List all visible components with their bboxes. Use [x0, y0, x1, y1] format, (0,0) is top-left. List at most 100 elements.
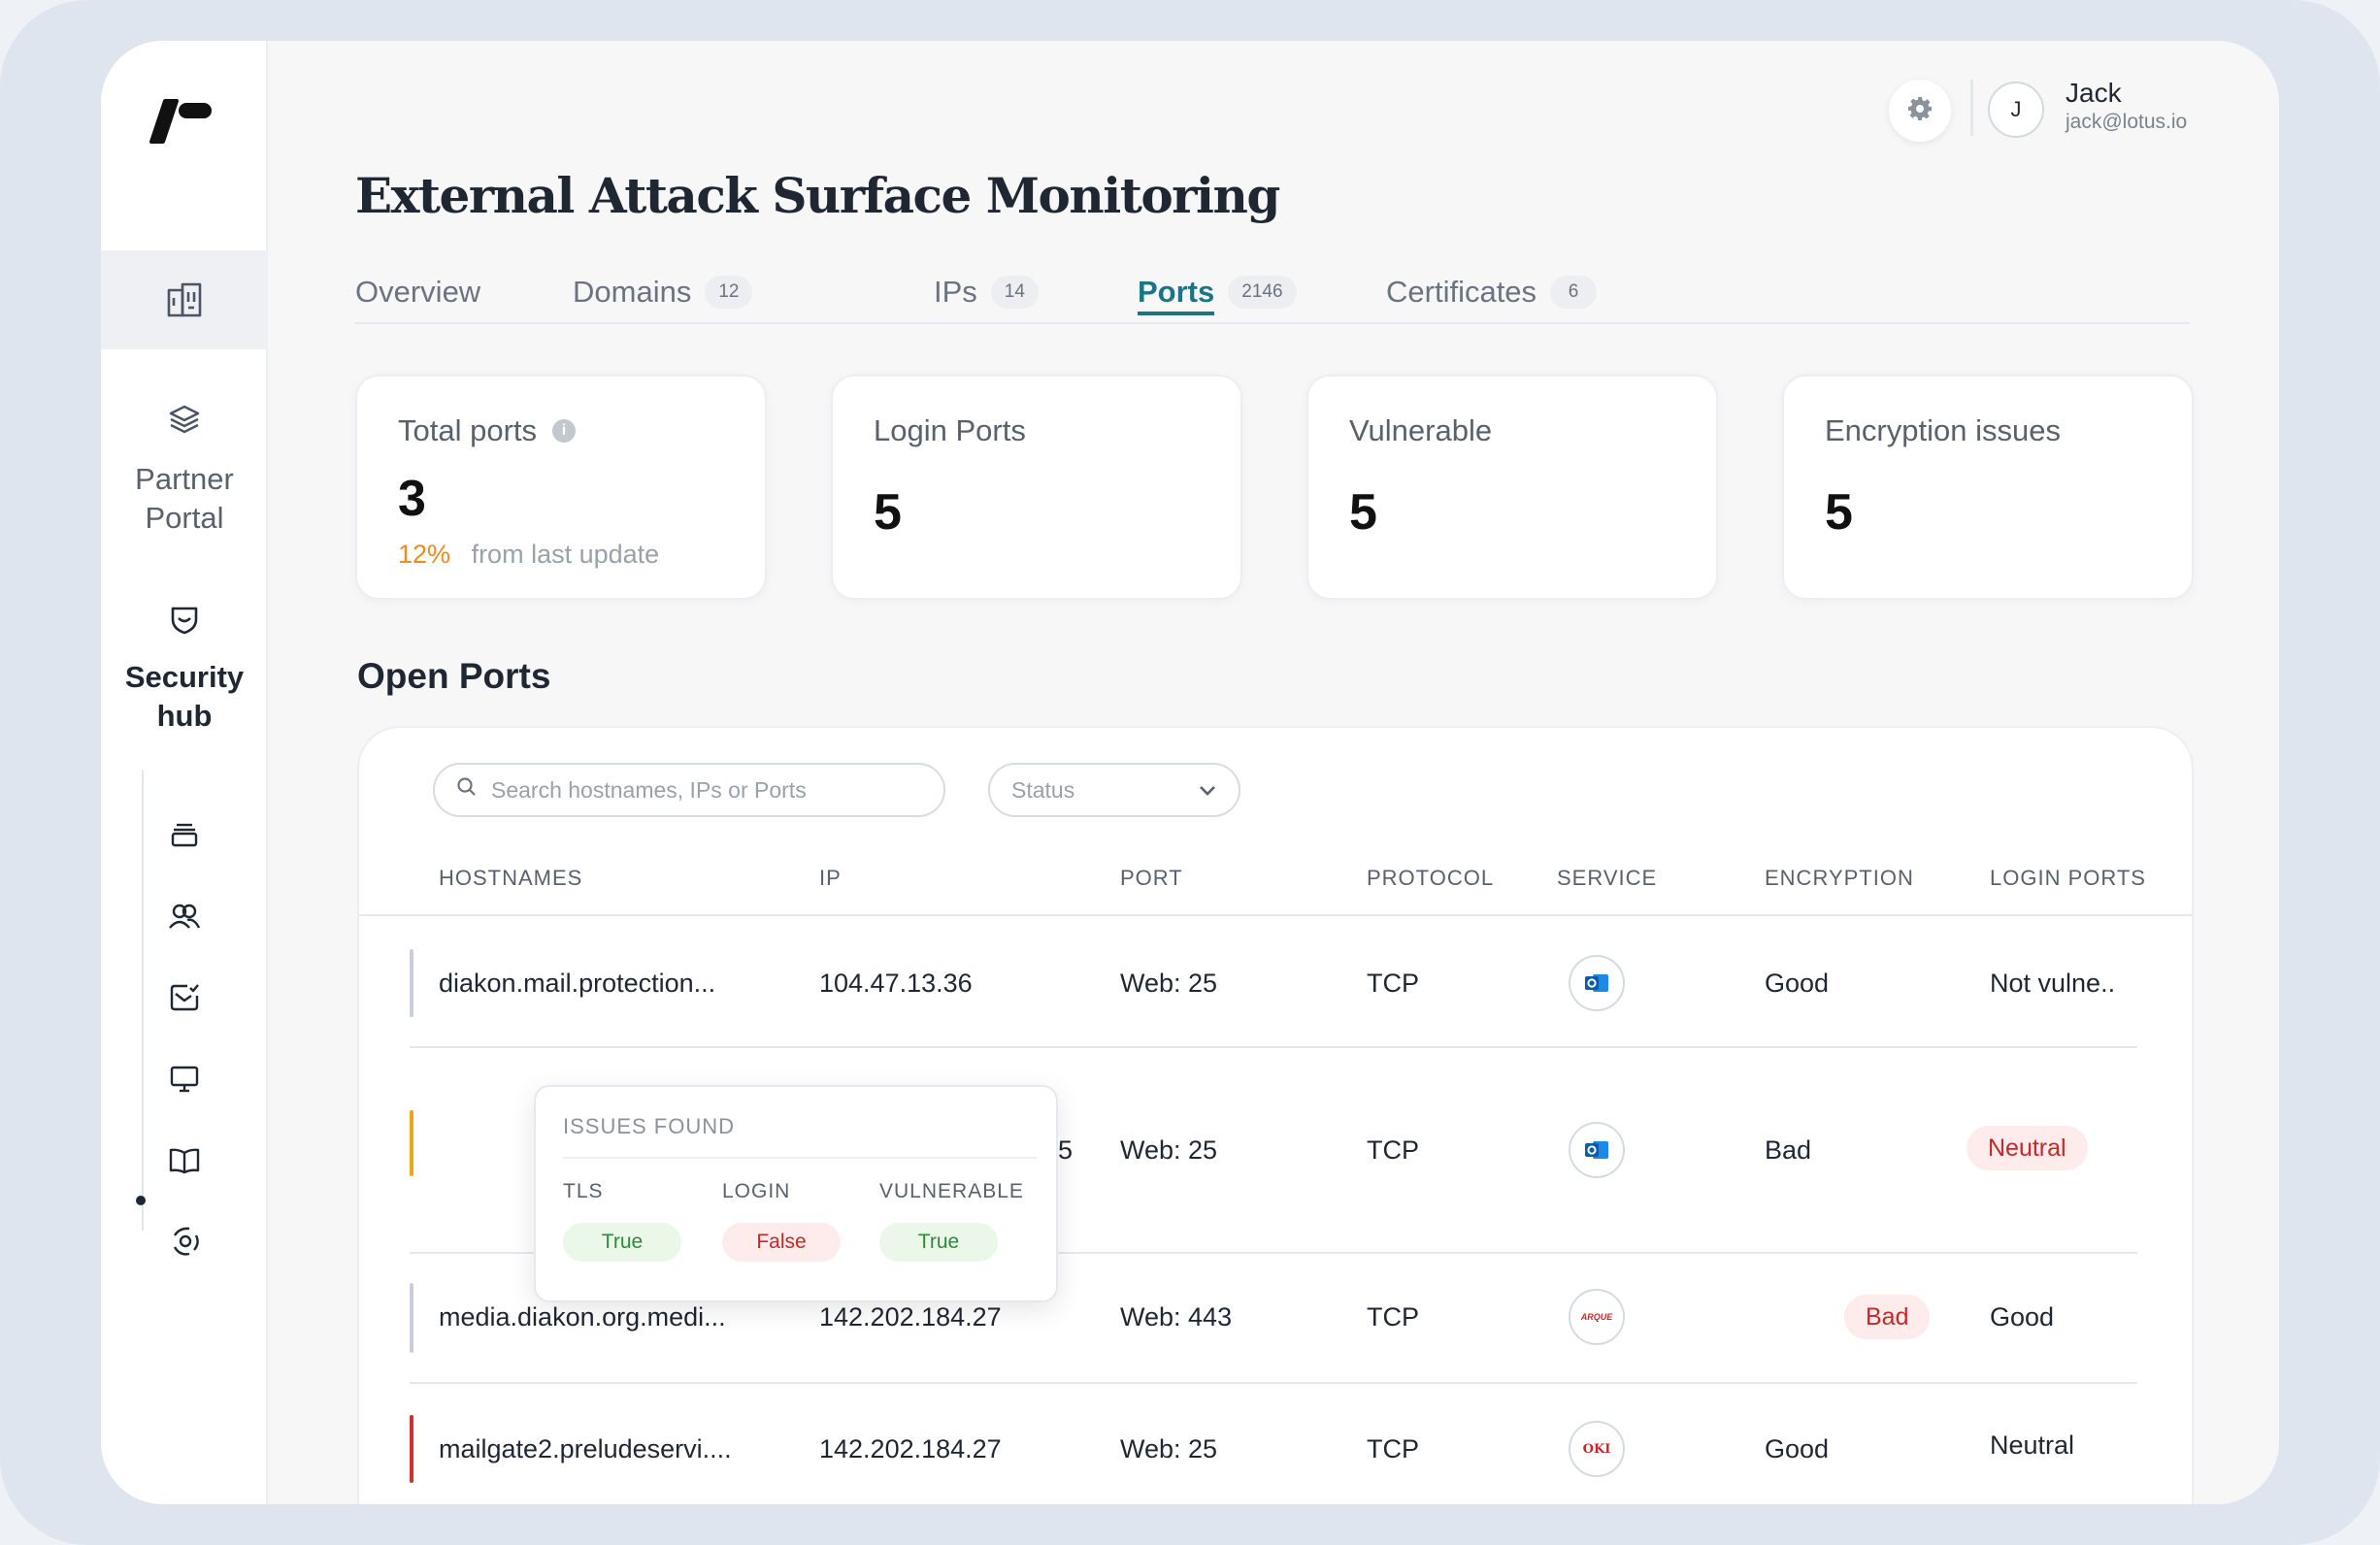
user-name[interactable]: Jack: [2066, 78, 2122, 108]
building-icon: [159, 276, 210, 324]
settings-button[interactable]: [1889, 80, 1951, 142]
cell-login-ports: Not vulne..: [1990, 969, 2116, 998]
tab-count-badge: 6: [1550, 276, 1598, 309]
row-divider: [410, 1046, 2137, 1048]
stat-value: 3: [398, 471, 426, 527]
column-header-encryption[interactable]: ENCRYPTION: [1765, 866, 1914, 890]
table-row[interactable]: 5 Web: 25 TCP Bad Neutral: [359, 1048, 2192, 1254]
search-icon: [456, 776, 478, 804]
book-icon[interactable]: [167, 1143, 202, 1178]
stat-change-text: from last update: [471, 540, 660, 569]
status-filter-dropdown[interactable]: Status: [988, 763, 1240, 817]
column-header-hostnames[interactable]: HOSTNAMES: [439, 866, 583, 890]
stat-label: Vulnerable: [1349, 413, 1493, 447]
row-status-bar: [410, 949, 413, 1017]
monitor-icon[interactable]: [167, 1062, 202, 1097]
column-header-login-ports[interactable]: LOGIN PORTS: [1990, 866, 2146, 890]
sidebar-item-dashboard[interactable]: [101, 250, 268, 349]
cell-ip: 142.202.184.27: [819, 1434, 1002, 1463]
user-email: jack@lotus.io: [2066, 111, 2188, 133]
row-divider: [410, 1382, 2137, 1384]
info-icon[interactable]: i: [552, 419, 577, 443]
cell-login-ports: Good: [1990, 1302, 2055, 1331]
row-status-bar: [410, 1283, 413, 1353]
cell-protocol: TCP: [1367, 1434, 1419, 1463]
arque-icon: ARQUE: [1569, 1289, 1625, 1345]
cell-hostname[interactable]: mailgate2.preludeservi....: [439, 1434, 732, 1463]
cell-protocol: TCP: [1367, 1302, 1419, 1331]
column-header-port[interactable]: PORT: [1120, 866, 1183, 890]
app-logo[interactable]: [144, 95, 221, 153]
shield-icon[interactable]: [165, 600, 204, 639]
tab-ports[interactable]: Ports 2146: [1138, 266, 1297, 318]
column-header-ip[interactable]: IP: [819, 866, 842, 890]
mail-check-icon[interactable]: [167, 980, 202, 1015]
tab-count-badge: 12: [705, 276, 753, 309]
column-header-service[interactable]: SERVICE: [1557, 866, 1658, 890]
oki-icon: OKI: [1569, 1421, 1625, 1477]
sidebar-item-security-hub[interactable]: Security hub: [124, 660, 245, 733]
cell-encryption: Good: [1765, 969, 1830, 998]
tab-ips[interactable]: IPs 14: [934, 266, 1039, 318]
stat-label: Total ports i: [398, 413, 577, 448]
outlook-icon: [1569, 1122, 1625, 1178]
layers-icon[interactable]: [165, 400, 204, 439]
sidebar-item-partner-portal[interactable]: Partner Portal: [135, 462, 234, 535]
popover-title: ISSUES FOUND: [563, 1114, 736, 1138]
tab-domains[interactable]: Domains 12: [573, 266, 753, 318]
column-header-protocol[interactable]: PROTOCOL: [1367, 866, 1495, 890]
stat-value: 5: [874, 484, 902, 541]
issue-value-tls: True: [563, 1223, 681, 1262]
table-row[interactable]: mailgate2.preludeservi.... 142.202.184.2…: [359, 1384, 2192, 1504]
cell-ip: 104.47.13.36: [819, 969, 973, 998]
tab-count-badge: 14: [990, 276, 1039, 309]
stat-change-pct: 12%: [398, 540, 451, 569]
outlook-icon: [1569, 955, 1625, 1011]
cell-hostname[interactable]: media.diakon.org.medi...: [439, 1302, 726, 1331]
cell-port: Web: 443: [1120, 1302, 1233, 1331]
tab-bar: Overview Domains 12 IPs 14 Ports 2146 Ce…: [355, 266, 2190, 324]
cell-encryption: Bad: [1765, 1135, 1812, 1165]
stack-icon[interactable]: [167, 817, 202, 852]
login-status-badge: Neutral: [1967, 1126, 2088, 1170]
popover-divider: [563, 1157, 1037, 1159]
search-placeholder: Search hostnames, IPs or Ports: [491, 776, 807, 803]
row-status-bar: [410, 1110, 413, 1176]
radar-icon[interactable]: [167, 1223, 204, 1260]
table-header: HOSTNAMES IP PORT PROTOCOL SERVICE ENCRY…: [359, 844, 2192, 916]
issue-label-tls: TLS: [563, 1180, 604, 1202]
app-window: Partner Portal Security hub: [101, 41, 2279, 1504]
stat-card-encryption-issues: Encryption issues 5: [1782, 375, 2194, 600]
issue-label-vulnerable: VULNERABLE: [879, 1180, 1024, 1202]
cell-encryption: Good: [1765, 1434, 1830, 1463]
tab-certificates[interactable]: Certificates 6: [1386, 266, 1598, 318]
cell-login-ports: Neutral: [1990, 1430, 2075, 1460]
issue-value-login: False: [722, 1223, 841, 1262]
submenu-rail: [142, 771, 144, 1231]
stat-label-text: Total ports: [398, 413, 538, 447]
stat-label: Login Ports: [874, 413, 1026, 447]
tab-overview[interactable]: Overview: [355, 266, 480, 318]
search-input[interactable]: Search hostnames, IPs or Ports: [433, 763, 945, 817]
issue-value-vulnerable: True: [879, 1223, 998, 1262]
gear-icon: [1906, 95, 1934, 127]
stat-card-vulnerable: Vulnerable 5: [1306, 375, 1718, 600]
row-status-bar: [410, 1415, 413, 1483]
page-title: External Attack Surface Monitoring: [355, 167, 1280, 224]
users-icon[interactable]: [167, 899, 202, 934]
table-row[interactable]: media.diakon.org.medi... 142.202.184.27 …: [359, 1254, 2192, 1384]
chevron-down-icon: [1198, 777, 1217, 804]
stat-card-total-ports: Total ports i 3 12% from last update: [355, 375, 767, 600]
stat-change: 12% from last update: [398, 540, 659, 570]
cell-port: Web: 25: [1120, 1135, 1218, 1165]
tab-label: Domains: [573, 275, 692, 309]
cell-port: Web: 25: [1120, 969, 1218, 998]
avatar[interactable]: J: [1988, 82, 2044, 138]
encryption-status-badge: Bad: [1844, 1295, 1931, 1339]
stat-card-login-ports: Login Ports 5: [831, 375, 1242, 600]
table-row[interactable]: diakon.mail.protection... 104.47.13.36 W…: [359, 918, 2192, 1048]
sidebar: Partner Portal Security hub: [101, 41, 268, 1504]
issue-label-login: LOGIN: [722, 1180, 791, 1202]
cell-hostname[interactable]: diakon.mail.protection...: [439, 969, 716, 998]
cell-ip: 142.202.184.27: [819, 1302, 1002, 1331]
